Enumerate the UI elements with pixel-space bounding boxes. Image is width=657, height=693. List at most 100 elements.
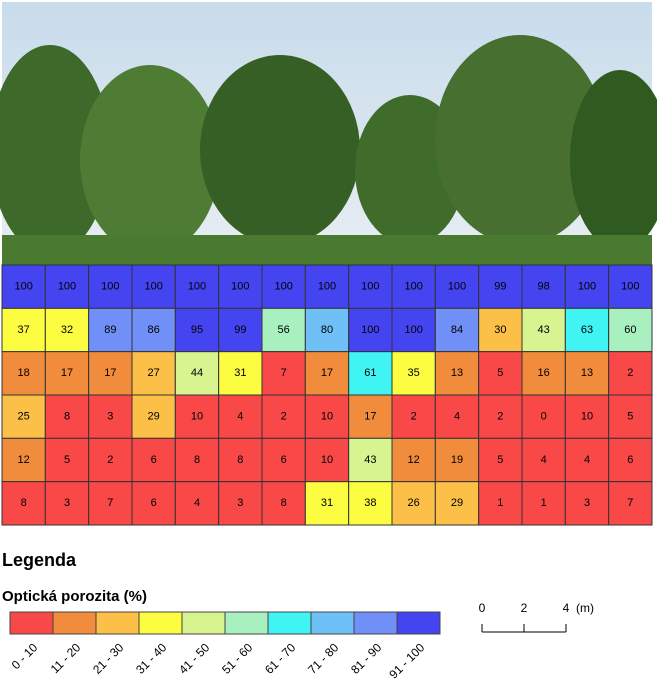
- cell: [521, 437, 566, 483]
- heatmap: 100 100 100 100 100 100 100 100 100 100 100 99 98 100…: [1, 264, 653, 526]
- cell-label: 100: [58, 281, 76, 293]
- cell-label: 100: [14, 281, 32, 293]
- cell: [434, 437, 480, 483]
- cell: [521, 264, 566, 309]
- cell-label: 13: [451, 367, 463, 379]
- cell-label: 43: [538, 324, 550, 336]
- cell-label: 5: [64, 454, 70, 466]
- cell: [478, 394, 523, 439]
- cell-label: 4: [584, 454, 590, 466]
- cell: [391, 481, 436, 526]
- cell: [174, 351, 220, 396]
- cell: [1, 394, 46, 439]
- cell: [434, 394, 480, 439]
- cell-label: 30: [494, 324, 506, 336]
- cell-label: 61: [364, 367, 376, 379]
- cell: [608, 307, 653, 353]
- legend-swatch: [353, 611, 398, 635]
- scale-unit: (m): [576, 601, 594, 615]
- cell-label: 99: [234, 324, 246, 336]
- cell-label: 6: [281, 454, 287, 466]
- cell-label: 6: [627, 454, 633, 466]
- cell-label: 19: [451, 454, 463, 466]
- cell: [131, 264, 176, 309]
- cell-label: 100: [448, 281, 466, 293]
- cell-label: 8: [21, 497, 27, 509]
- legend-swatch: [52, 611, 97, 635]
- cell: [218, 481, 263, 526]
- cell-label: 63: [581, 324, 593, 336]
- cell: [434, 264, 480, 309]
- cell-label: 12: [408, 454, 420, 466]
- legend-title: Legenda: [2, 550, 77, 570]
- cell-label: 7: [627, 497, 633, 509]
- cell-label: 60: [624, 324, 636, 336]
- legend-swatch: [95, 611, 140, 635]
- cell-label: 100: [404, 281, 422, 293]
- cell-label: 80: [321, 324, 333, 336]
- cell: [348, 307, 393, 353]
- cell: [174, 481, 220, 526]
- cell-label: 1: [497, 497, 503, 509]
- cell: [478, 264, 523, 309]
- cell-label: 8: [237, 454, 243, 466]
- cell-label: 6: [151, 497, 157, 509]
- cell-label: 89: [104, 324, 116, 336]
- cell: [174, 394, 220, 439]
- legend-label: 11 - 20: [48, 640, 84, 676]
- legend-label: 71 - 80: [305, 640, 342, 677]
- scale-title: Optická porozita (%): [2, 588, 147, 605]
- legend-swatch: [224, 611, 269, 635]
- cell-label: 16: [538, 367, 550, 379]
- cell-label: 8: [281, 497, 287, 509]
- cell-label: 100: [361, 324, 379, 336]
- cell-label: 3: [237, 497, 243, 509]
- cell: [521, 307, 566, 353]
- cell-label: 2: [627, 367, 633, 379]
- cell-label: 100: [188, 281, 206, 293]
- cell-label: 29: [451, 497, 463, 509]
- scale-tick-label: 4: [563, 601, 570, 615]
- cell-label: 100: [144, 281, 162, 293]
- scale-bar: 0 2 4 (m): [479, 601, 594, 633]
- cell: [131, 351, 176, 396]
- cell-label: 35: [408, 367, 420, 379]
- legend-label: 51 - 60: [219, 640, 256, 677]
- cell: [478, 307, 523, 353]
- cell: [608, 481, 653, 526]
- cell: [131, 394, 176, 439]
- cell: [348, 481, 393, 526]
- cell-label: 25: [18, 411, 30, 423]
- cell-label: 100: [318, 281, 336, 293]
- cell-label: 8: [194, 454, 200, 466]
- cell-label: 8: [64, 411, 70, 423]
- cell-label: 1: [541, 497, 547, 509]
- cell-label: 4: [194, 497, 200, 509]
- cell-label: 31: [321, 497, 333, 509]
- cell-label: 98: [538, 281, 550, 293]
- cell: [44, 351, 90, 396]
- cell: [564, 307, 610, 353]
- cell: [348, 264, 393, 309]
- cell: [88, 481, 133, 526]
- cell: [478, 437, 523, 483]
- cell-label: 5: [497, 454, 503, 466]
- cell-label: 100: [621, 281, 639, 293]
- cell-label: 7: [107, 497, 113, 509]
- cell-label: 44: [191, 367, 203, 379]
- legend-label: 81 - 90: [348, 640, 385, 677]
- cell-label: 26: [408, 497, 420, 509]
- cell: [478, 481, 523, 526]
- cell: [1, 351, 46, 396]
- cell-label: 6: [151, 454, 157, 466]
- cell-label: 5: [627, 411, 633, 423]
- cell: [434, 307, 480, 353]
- cell: [434, 481, 480, 526]
- cell: [391, 307, 436, 353]
- legend: 0 - 10 11 - 20 21 - 30 31 - 40 41 - 50 51 - 6…: [9, 611, 441, 682]
- cell-label: 2: [411, 411, 417, 423]
- cell: [44, 307, 90, 353]
- cell-label: 100: [361, 281, 379, 293]
- cell-label: 100: [274, 281, 292, 293]
